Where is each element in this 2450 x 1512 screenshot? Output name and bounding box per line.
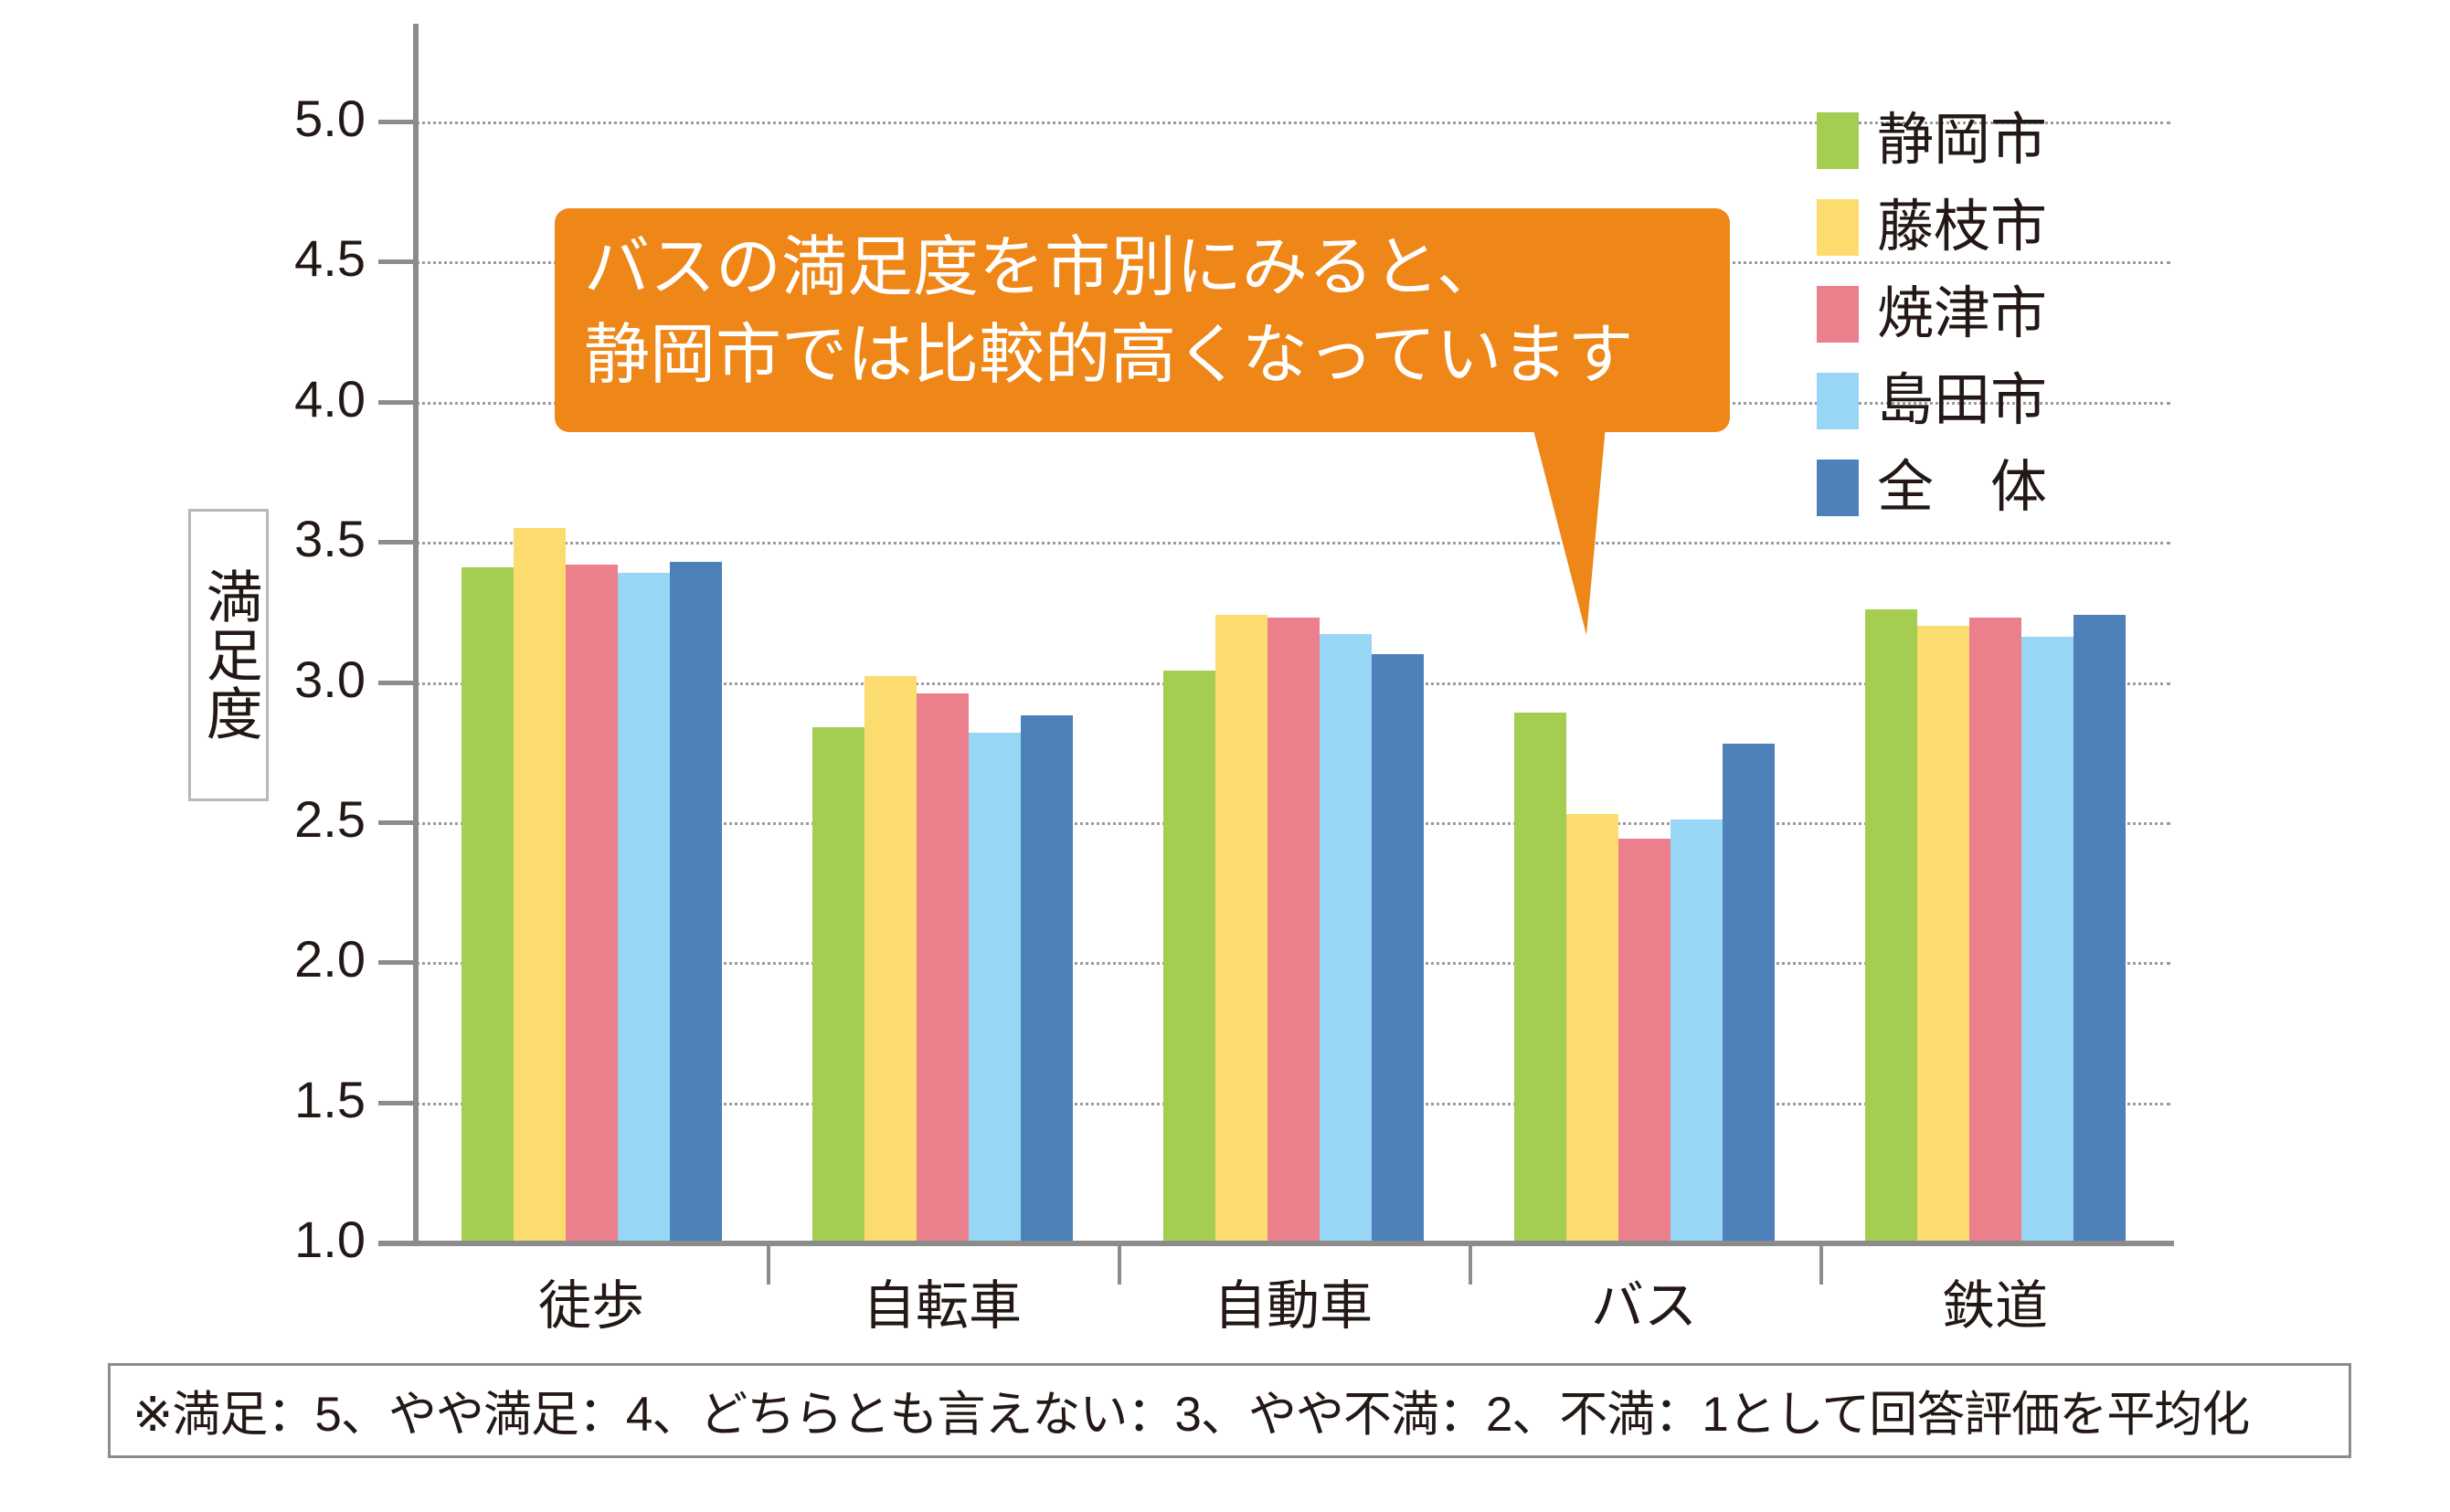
y-tick-mark bbox=[378, 259, 415, 265]
y-axis-line bbox=[413, 24, 419, 1245]
y-tick-label: 1.5 bbox=[294, 1070, 366, 1128]
bar bbox=[565, 564, 618, 1242]
y-tick-mark bbox=[378, 819, 415, 825]
callout-text: バスの満足度を市別にみると、 静岡市では比較的高くなっています bbox=[584, 231, 1634, 392]
y-tick-mark bbox=[378, 120, 415, 124]
bar bbox=[1670, 819, 1723, 1242]
y-tick-mark bbox=[378, 540, 415, 545]
x-category-label: 徒歩 bbox=[537, 1276, 644, 1336]
bar bbox=[1020, 715, 1073, 1242]
x-axis-line bbox=[378, 1241, 2174, 1246]
y-tick-mark bbox=[378, 960, 415, 966]
bar bbox=[1916, 626, 1969, 1242]
x-category-label: 鉄道 bbox=[1941, 1276, 2048, 1336]
bar bbox=[1513, 713, 1566, 1242]
y-tick-label: 4.5 bbox=[294, 229, 366, 288]
legend-item: 島田市 bbox=[1817, 361, 2047, 441]
y-tick-label: 4.0 bbox=[294, 369, 366, 428]
y-tick-mark bbox=[378, 680, 415, 685]
bar bbox=[1319, 634, 1372, 1242]
legend-label: 焼津市 bbox=[1877, 282, 2048, 345]
legend-item: 静岡市 bbox=[1817, 100, 2047, 181]
legend-swatch-icon bbox=[1817, 460, 1859, 516]
y-axis-label: 満足度 bbox=[196, 567, 260, 743]
bar bbox=[1968, 617, 2021, 1242]
legend-item: 焼津市 bbox=[1817, 274, 2047, 354]
x-category-label: バス bbox=[1590, 1276, 1697, 1336]
bar bbox=[811, 726, 864, 1242]
legend-swatch-icon bbox=[1817, 286, 1859, 343]
x-category-label: 自動車 bbox=[1213, 1276, 1373, 1336]
footnote-box: ※満足：5、やや満足：4、どちらとも言えない：3、やや不満：2、不満：1として回… bbox=[108, 1363, 2351, 1458]
footnote-text: ※満足：5、やや満足：4、どちらとも言えない：3、やや不満：2、不満：1として回… bbox=[133, 1388, 2250, 1442]
bar bbox=[1371, 653, 1424, 1242]
legend-label: 静岡市 bbox=[1877, 109, 2048, 172]
bar bbox=[513, 527, 566, 1242]
bar bbox=[2073, 614, 2126, 1242]
plot-area bbox=[416, 122, 2170, 1242]
gridline bbox=[416, 122, 2170, 124]
legend-label: 全 体 bbox=[1877, 456, 2048, 519]
bar bbox=[2020, 637, 2073, 1242]
bar bbox=[916, 693, 969, 1242]
bar bbox=[864, 676, 917, 1242]
legend-label: 島田市 bbox=[1877, 369, 2048, 432]
legend-swatch-icon bbox=[1817, 199, 1859, 256]
bar bbox=[1722, 744, 1775, 1242]
chart-legend: 静岡市藤枝市焼津市島田市全 体 bbox=[1817, 100, 2047, 534]
x-tick-mark bbox=[1118, 1246, 1121, 1285]
x-tick-mark bbox=[1469, 1246, 1472, 1285]
y-tick-mark bbox=[378, 1241, 415, 1245]
bar bbox=[669, 561, 722, 1242]
bar bbox=[617, 572, 670, 1242]
gridline bbox=[416, 542, 2170, 545]
legend-swatch-icon bbox=[1817, 373, 1859, 429]
legend-item: 藤枝市 bbox=[1817, 187, 2047, 268]
bar bbox=[1162, 671, 1215, 1242]
legend-swatch-icon bbox=[1817, 112, 1859, 169]
y-tick-mark bbox=[378, 399, 415, 405]
callout-pointer-icon bbox=[1530, 416, 1607, 635]
legend-label: 藤枝市 bbox=[1877, 196, 2048, 259]
y-tick-label: 2.5 bbox=[294, 789, 366, 848]
y-tick-label: 5.0 bbox=[294, 90, 366, 147]
bar bbox=[968, 732, 1021, 1242]
bar bbox=[1214, 614, 1267, 1242]
x-tick-mark bbox=[1819, 1246, 1823, 1285]
y-tick-label: 1.0 bbox=[294, 1211, 366, 1268]
bar bbox=[1617, 839, 1670, 1242]
x-tick-mark bbox=[767, 1246, 770, 1285]
callout-annotation: バスの満足度を市別にみると、 静岡市では比較的高くなっています bbox=[555, 208, 1730, 432]
bar bbox=[1565, 813, 1618, 1242]
y-tick-mark bbox=[378, 1100, 415, 1105]
x-category-label: 自転車 bbox=[862, 1276, 1022, 1336]
legend-item: 全 体 bbox=[1817, 448, 2047, 528]
y-tick-label: 3.0 bbox=[294, 650, 366, 708]
bar bbox=[461, 566, 514, 1242]
bar bbox=[1864, 608, 1917, 1242]
y-tick-label: 2.0 bbox=[294, 930, 366, 989]
bar bbox=[1267, 617, 1320, 1242]
y-axis-label-box: 満足度 bbox=[188, 509, 269, 801]
y-tick-label: 3.5 bbox=[294, 510, 366, 568]
